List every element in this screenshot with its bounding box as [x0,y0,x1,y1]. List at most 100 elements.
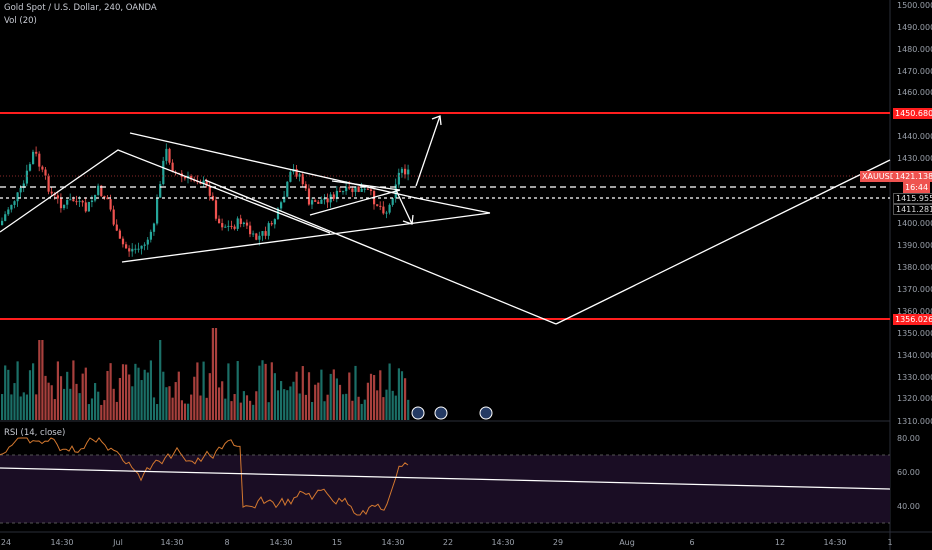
candle-body [354,186,357,192]
arrow-down-head[interactable] [402,214,414,225]
volume-bar [295,371,298,420]
candle-body [149,231,152,240]
candle-body [239,218,242,225]
volume-bar [224,398,227,420]
volume-bar [38,340,41,420]
candle-body [81,200,84,203]
volume-bar [134,363,137,420]
time-tick-label: 29 [553,538,563,547]
candle-body [397,172,400,185]
trend-line-left[interactable] [0,149,331,234]
volume-bar [338,384,342,420]
triangle-apex-line[interactable] [415,197,491,214]
candle-body [183,176,187,179]
volume-bar [10,394,13,420]
volume-bar [174,382,177,420]
volume-bar [242,391,245,420]
candle-body [16,192,19,202]
candle-body [22,183,25,188]
volume-bar [351,400,354,420]
candle-body [258,235,261,240]
candle-body [233,226,236,229]
volume-bar [267,402,270,420]
volume-bar [298,393,301,420]
flag-event-icon[interactable] [479,406,493,420]
volume-bar [103,400,106,420]
small-triangle-line-2[interactable] [309,189,401,216]
time-tick-label: 22 [443,538,453,547]
candle-body [369,189,373,192]
arrow-up-line[interactable] [415,115,441,187]
candle-body [332,194,335,199]
volume-bar [162,371,165,420]
volume-label[interactable]: Vol (20) [4,16,37,26]
drawings[interactable] [0,115,891,325]
candle-body [137,248,140,250]
candle-body [97,185,100,195]
volume-bar [317,382,320,420]
flag-event-icon[interactable] [434,406,448,420]
time-axis[interactable]: 24 14:30 Jul 14:30 8 14:30 15 14:30 22 14:30 29 Aug… [1,538,893,547]
arrow-up-head[interactable] [431,115,442,126]
time-tick-label: 6 [689,538,694,547]
candle-body [131,248,134,252]
time-tick-label: 15 [332,538,342,547]
candle-body [255,233,258,240]
candle-body [50,191,53,194]
projection-up-line[interactable] [555,159,891,325]
projection-down-line[interactable] [204,179,557,325]
event-icons[interactable] [411,406,493,420]
volume-bar [329,373,332,420]
time-tick-label: 8 [224,538,229,547]
volume-bar [400,371,404,420]
candle-body [348,186,351,189]
volume-bar [397,368,400,420]
volume-bar [1,394,4,420]
volume-bar [118,377,121,420]
price-tick-label: 1390.000 [897,241,932,250]
triangle-upper-line[interactable] [129,132,417,199]
volume-bar [382,397,385,420]
price-tick-label: 1370.000 [897,285,932,294]
flag-event-icon[interactable] [411,406,425,420]
volume-bar [109,363,112,420]
volume-bar [304,394,307,420]
candle-body [10,204,13,210]
candle-body [366,188,369,190]
volume-bar [385,389,388,420]
volume-bar [53,399,56,420]
price-tick-label: 1310.000 [897,417,932,426]
candle-body [298,174,301,177]
rsi-label[interactable]: RSI (14, close) [4,428,66,438]
candle-body [326,198,329,203]
support-price-tag: 1356.026 [893,314,932,325]
volume-bar [13,383,16,420]
volume-bars [1,328,410,420]
volume-bar [314,384,317,420]
symbol-title[interactable]: Gold Spot / U.S. Dollar, 240, OANDA [4,3,157,13]
volume-bar [286,390,289,420]
volume-bar [354,365,357,420]
time-tick-label: Jul [112,538,123,547]
candle-body [391,198,394,205]
volume-bar [404,378,407,420]
candle-body [7,209,10,215]
volume-bar [63,388,66,420]
price-axis[interactable]: 1500.000 1490.000 1480.000 1470.000 1460.000… [897,1,932,426]
candle-body [276,208,280,220]
triangle-lower-line[interactable] [121,212,491,263]
volume-bar [115,401,118,420]
candle-body [103,196,106,198]
arrow-down-line[interactable] [395,189,413,225]
small-triangle-line-1[interactable] [331,180,401,191]
volume-bar [19,396,22,420]
candle-body [388,204,391,213]
candle-body [227,225,230,227]
volume-bar [152,397,156,420]
candle-body [25,170,28,184]
candle-body [171,162,174,172]
rsi-trend-line[interactable] [0,467,891,490]
time-tick-label: 14:30 [823,538,846,547]
current-price-tag: 1421.138 [893,171,932,182]
